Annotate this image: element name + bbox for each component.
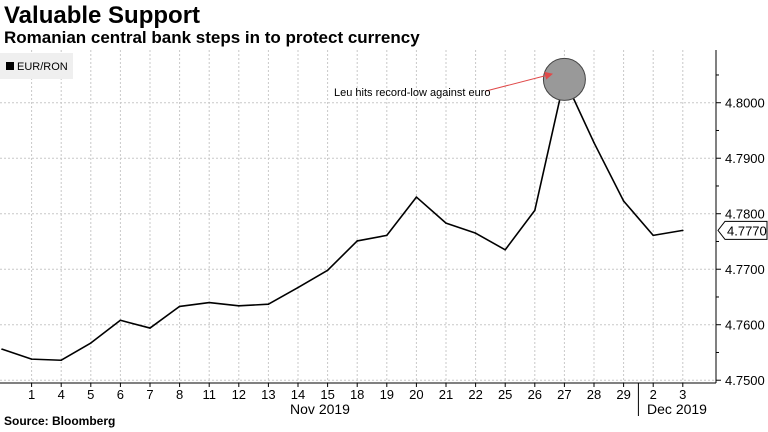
data-point: [534, 209, 536, 212]
data-point: [356, 240, 359, 242]
x-tick-label: 21: [439, 387, 453, 402]
x-tick-label: 2: [650, 387, 657, 402]
month-label: Dec 2019: [647, 401, 707, 417]
data-point: [682, 229, 684, 232]
x-tick-label: 6: [117, 387, 124, 402]
y-tick-label: 4.7900: [725, 151, 765, 166]
series-layer: [1, 78, 684, 362]
x-tick-label: 20: [409, 387, 423, 402]
data-point: [90, 342, 92, 344]
legend: EUR/RON: [0, 53, 73, 79]
data-point: [415, 196, 418, 198]
data-point: [208, 301, 210, 304]
data-point: [267, 303, 270, 305]
y-tick-label: 4.7500: [725, 373, 765, 388]
x-tick-label: 13: [261, 387, 275, 402]
x-tick-label: 27: [557, 387, 571, 402]
data-point: [474, 232, 477, 234]
x-tick-label: 14: [291, 387, 305, 402]
month-label: Nov 2019: [290, 401, 350, 417]
x-tick-label: 15: [320, 387, 334, 402]
last-value-box: [717, 220, 768, 240]
y-tick-label: 4.7700: [725, 262, 765, 277]
data-point: [652, 234, 654, 237]
grid-layer: [0, 50, 716, 383]
data-point: [238, 305, 240, 307]
x-tick-label: 3: [679, 387, 686, 402]
x-tick-label: 7: [146, 387, 153, 402]
series-line-eurron: [1, 78, 683, 362]
x-tick-label: 18: [350, 387, 364, 402]
x-tick-label: 25: [498, 387, 512, 402]
data-point: [593, 141, 595, 144]
x-tick-label: 4: [58, 387, 65, 402]
y-tick-label: 4.7800: [725, 207, 765, 222]
legend-label: EUR/RON: [17, 61, 68, 73]
data-point: [622, 200, 625, 202]
data-point: [119, 319, 122, 322]
data-point: [297, 286, 299, 289]
y-tick-label: 4.7600: [725, 318, 765, 333]
data-point: [1, 348, 3, 350]
data-point: [178, 305, 181, 308]
x-tick-label: 8: [176, 387, 183, 402]
data-point: [504, 249, 507, 251]
x-tick-label: 28: [587, 387, 601, 402]
annotation-text: Leu hits record-low against euro: [334, 87, 491, 99]
data-point: [445, 222, 447, 224]
x-tick-label: 12: [232, 387, 246, 402]
source-note: Source: Bloomberg: [4, 414, 116, 428]
data-point: [386, 234, 388, 237]
y-tick-label: 4.8000: [725, 96, 765, 111]
last-value-label: 4.7770: [727, 223, 767, 238]
annotation-circle: [542, 57, 586, 101]
x-tick-label: 29: [616, 387, 630, 402]
chart-title: Valuable Support: [4, 2, 201, 29]
x-tick-label: 11: [202, 387, 216, 402]
annotation-arrow: [485, 71, 553, 92]
data-point: [149, 327, 151, 329]
annotation-layer: Leu hits record-low against euro: [334, 57, 586, 101]
data-point: [30, 358, 33, 360]
x-tick-label: 26: [528, 387, 542, 402]
x-tick-label: 5: [87, 387, 94, 402]
x-tick-label: 22: [468, 387, 482, 402]
data-point: [60, 359, 62, 362]
legend-swatch: [6, 62, 14, 70]
x-tick-label: 19: [380, 387, 394, 402]
data-point: [326, 269, 329, 272]
x-tick-label: 1: [28, 387, 35, 402]
chart-subtitle: Romanian central bank steps in to protec…: [4, 28, 420, 47]
